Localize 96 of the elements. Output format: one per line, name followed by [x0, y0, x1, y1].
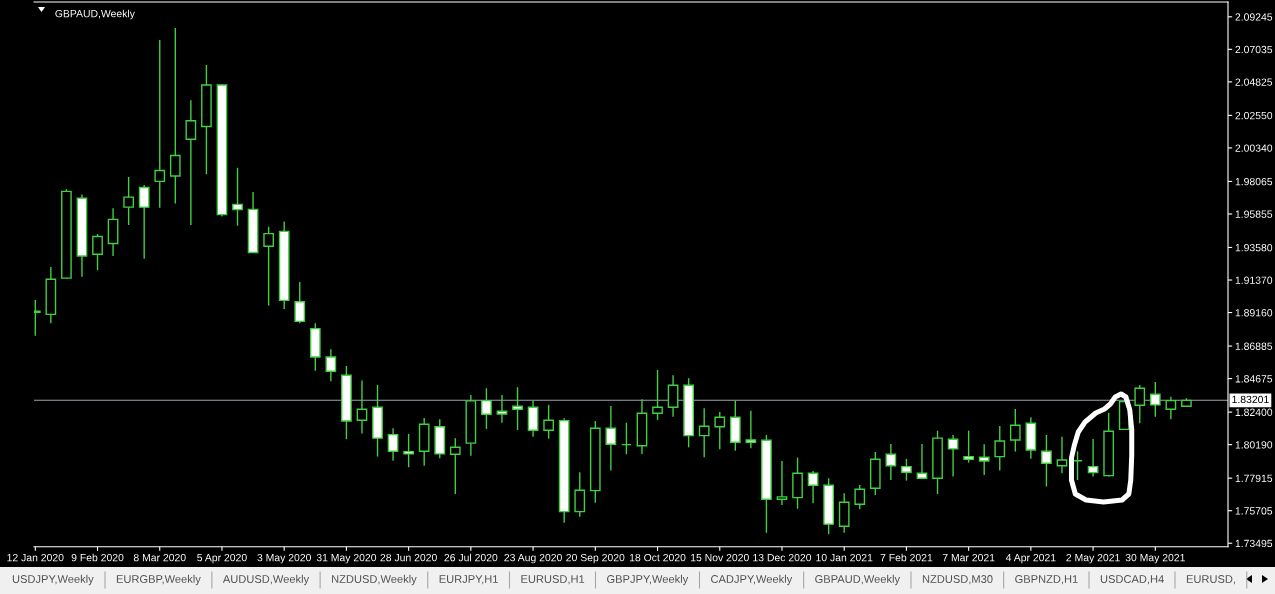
candlestick [92, 233, 103, 271]
text: GBPNZD,H1 [1015, 575, 1078, 585]
candlestick [496, 394, 508, 424]
x-tick-label: 10 Jan 2021 [816, 553, 873, 562]
x-tick-label: 31 May 2020 [316, 553, 377, 564]
text: GBPAUD,Weekly [815, 574, 901, 586]
candlestick [698, 407, 710, 459]
y-tick-label: 1.82400 [1235, 408, 1273, 416]
candlestick [294, 281, 306, 324]
text: GBPJPY,Weekly [607, 574, 689, 586]
text: CADJPY,Weekly [711, 574, 793, 586]
candlestick [1056, 436, 1068, 474]
candlestick [263, 226, 274, 307]
y-tick-label: 1.73495 [1235, 539, 1273, 548]
x-tick-label: 23 Aug 2020 [504, 553, 562, 564]
y-tick-label: 1.89160 [1235, 309, 1273, 317]
x-tick-label: 4 Apr 2021 [1005, 553, 1056, 564]
text: GBPAUD,Weekly [55, 9, 135, 20]
candlestick [776, 460, 788, 506]
candlestick [854, 484, 866, 510]
candlestick [543, 404, 554, 440]
candlestick [838, 492, 850, 534]
text: EURUSD,H1 [521, 575, 585, 585]
y-tick-label: 2.09245 [1235, 13, 1273, 21]
candlestick [356, 379, 368, 435]
candlestick [481, 387, 492, 430]
candlestick [325, 348, 337, 383]
y-tick-label: 1.98065 [1235, 177, 1273, 186]
candlestick [994, 425, 1006, 472]
text: NZDUSD,M30 [922, 575, 993, 585]
candlestick [1072, 450, 1083, 481]
candlestick [512, 386, 523, 431]
candlestick [185, 99, 197, 226]
x-tick-label: 15 Nov 2020 [691, 553, 749, 562]
y-tick-label: 1.95855 [1235, 210, 1273, 218]
text: EURUSD, [1186, 575, 1236, 585]
candlestick [652, 369, 663, 421]
x-tick-label: 2 May 2021 [1066, 553, 1120, 564]
x-tick-label: 26 Jul 2020 [444, 553, 498, 562]
candlestick [605, 405, 617, 472]
candlestick [947, 434, 959, 478]
x-tick-label: 18 Oct 2020 [629, 553, 686, 562]
candlestick [1009, 408, 1021, 453]
text: EURJPY,H1 [439, 575, 498, 585]
candlestick [745, 409, 757, 449]
candlestick [1149, 381, 1161, 418]
y-tick-label: 2.04825 [1235, 78, 1273, 86]
candlestick [123, 176, 134, 226]
candlestick [667, 374, 679, 418]
x-tick-label: 13 Dec 2020 [753, 553, 812, 562]
candlestick [449, 437, 461, 495]
candlestick [1165, 395, 1177, 420]
y-tick-label: 2.02550 [1235, 111, 1273, 120]
candlestick [978, 443, 990, 476]
x-tick-label: 8 Mar 2020 [133, 553, 186, 562]
text: EURGBP,Weekly [116, 574, 201, 586]
y-tick-label: 1.75705 [1235, 507, 1273, 515]
candlestick [963, 429, 975, 464]
y-tick-label: 1.86885 [1235, 342, 1273, 350]
text: NZDUSD,Weekly [332, 574, 417, 586]
x-tick-label: 30 May 2021 [1125, 553, 1185, 564]
candlestick [403, 433, 414, 468]
text: AUDUSD,Weekly [222, 574, 310, 586]
y-tick-label: 2.07035 [1235, 45, 1273, 54]
candlestick [527, 399, 539, 438]
y-tick-label: 1.84675 [1235, 375, 1273, 383]
candlestick [169, 27, 181, 205]
y-tick-label: 1.91370 [1235, 276, 1273, 284]
candlestick [901, 458, 912, 482]
candlestick [807, 470, 819, 504]
candlestick [574, 471, 586, 518]
x-tick-label: 12 Jan 2020 [7, 553, 64, 562]
candlestick [916, 443, 928, 479]
y-tick-label: 1.80190 [1235, 441, 1273, 449]
y-tick-label: 1.77915 [1235, 474, 1273, 483]
candlestick [387, 427, 399, 462]
candlestick [621, 422, 632, 455]
text: USDJPY,Weekly [12, 574, 94, 586]
x-tick-label: 5 Apr 2020 [197, 553, 247, 564]
y-tick-label: 1.93580 [1235, 243, 1273, 252]
candlestick [1087, 438, 1099, 478]
candlestick [154, 39, 166, 209]
x-tick-label: 7 Mar 2021 [942, 553, 995, 562]
x-tick-label: 28 Jun 2020 [380, 553, 437, 562]
x-tick-label: 7 Feb 2021 [880, 553, 933, 562]
candlestick [1041, 434, 1052, 488]
candlestick [232, 167, 243, 227]
ref-line-label: 1.83201 [1232, 395, 1269, 404]
x-tick-label: 20 Sep 2020 [566, 553, 625, 564]
x-tick-label: 3 May 2020 [257, 553, 311, 564]
y-tick-label: 2.00340 [1235, 144, 1273, 152]
x-tick-label: 9 Feb 2020 [71, 553, 124, 562]
candlestick [1134, 384, 1146, 424]
text: USDCAD,H4 [1100, 575, 1164, 585]
candlestick [714, 411, 726, 450]
candlestick [138, 184, 150, 260]
